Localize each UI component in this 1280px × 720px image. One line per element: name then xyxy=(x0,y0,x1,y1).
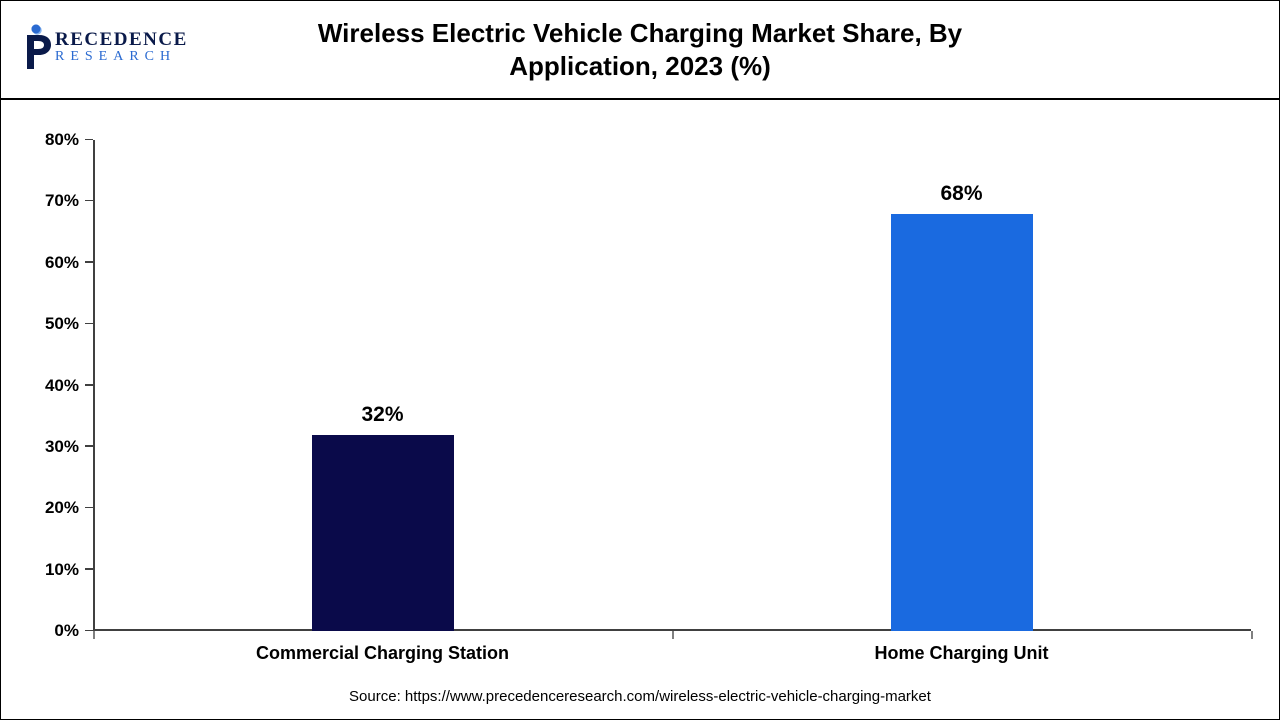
y-tick-label: 60% xyxy=(45,253,79,273)
logo-text: RECEDENCE RESEARCH xyxy=(55,29,188,65)
logo-mark xyxy=(19,23,53,71)
y-tick xyxy=(85,384,93,386)
logo-bottom-text: RESEARCH xyxy=(55,49,188,65)
bar-commercial xyxy=(312,435,454,631)
chart-title: Wireless Electric Vehicle Charging Marke… xyxy=(1,17,1279,82)
x-tick-sep xyxy=(93,631,95,639)
y-tick xyxy=(85,507,93,509)
y-tick-label: 20% xyxy=(45,498,79,518)
y-tick-label: 80% xyxy=(45,130,79,150)
bar-group-commercial: 32% Commercial Charging Station xyxy=(93,140,672,631)
source-text: Source: https://www.precedenceresearch.c… xyxy=(1,688,1279,705)
y-tick-label: 30% xyxy=(45,437,79,457)
y-tick xyxy=(85,445,93,447)
y-tick-label: 70% xyxy=(45,191,79,211)
y-tick xyxy=(85,568,93,570)
chart-frame: RECEDENCE RESEARCH Wireless Electric Veh… xyxy=(0,0,1280,720)
chart-body: 0% 10% 20% 30% 40% 50% 60% 70% 80% xyxy=(1,99,1279,719)
x-category-label: Commercial Charging Station xyxy=(256,643,509,664)
y-tick-label: 0% xyxy=(54,621,79,641)
y-tick xyxy=(85,200,93,202)
title-bar: RECEDENCE RESEARCH Wireless Electric Veh… xyxy=(1,1,1279,99)
bar-group-home: 68% Home Charging Unit xyxy=(672,140,1251,631)
y-tick xyxy=(85,139,93,141)
y-tick xyxy=(85,630,93,632)
y-tick-label: 10% xyxy=(45,560,79,580)
plot-area: 0% 10% 20% 30% 40% 50% 60% 70% 80% xyxy=(93,140,1251,631)
x-tick-sep xyxy=(672,631,674,639)
y-tick-label: 40% xyxy=(45,376,79,396)
y-tick xyxy=(85,261,93,263)
y-tick-label: 50% xyxy=(45,314,79,334)
x-category-label: Home Charging Unit xyxy=(875,643,1049,664)
y-tick xyxy=(85,323,93,325)
bar-value-label: 32% xyxy=(361,403,403,427)
logo-top-text: RECEDENCE xyxy=(55,29,188,51)
bar-home xyxy=(891,214,1033,631)
bar-value-label: 68% xyxy=(940,182,982,206)
precedence-logo: RECEDENCE RESEARCH xyxy=(19,23,188,71)
x-tick-sep xyxy=(1251,631,1253,639)
